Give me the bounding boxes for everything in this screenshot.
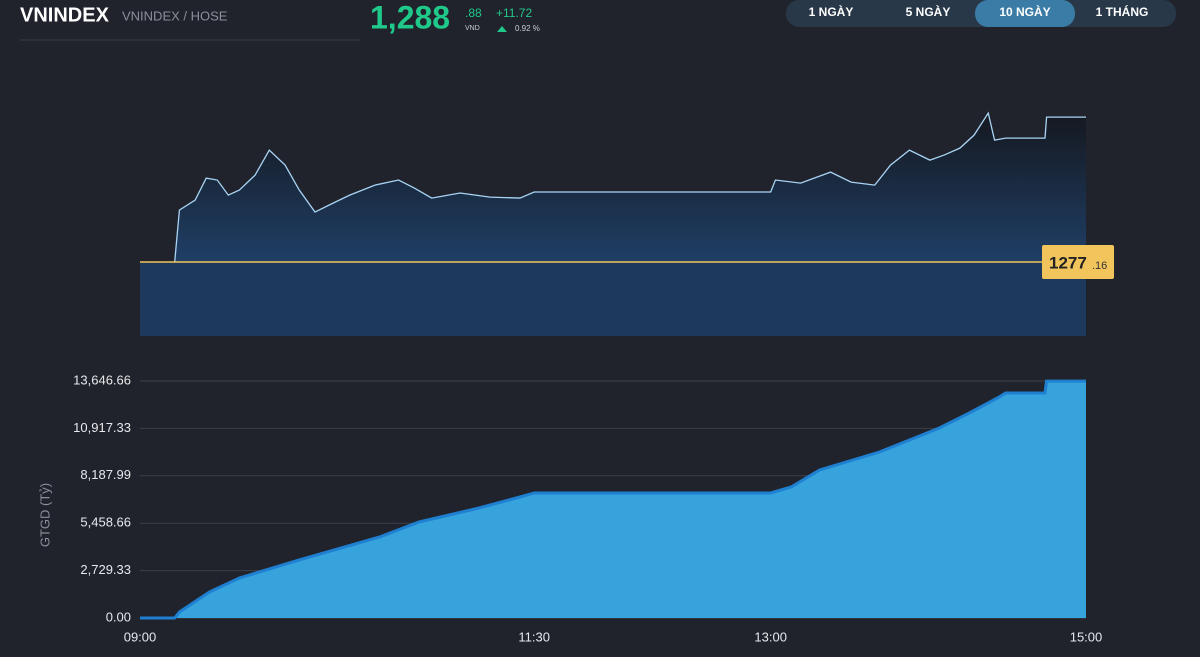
y-tick-label: 2,729.33: [80, 562, 131, 577]
y-tick-label: 10,917.33: [73, 420, 131, 435]
x-tick-label: 13:00: [754, 629, 787, 644]
symbol: VNINDEX: [20, 4, 110, 26]
x-tick-label: 15:00: [1070, 629, 1103, 644]
tabs: 1 NGÀY 5 NGÀY 10 NGÀY 1 THÁNG: [809, 0, 1149, 27]
x-tick-label: 11:30: [518, 629, 550, 644]
price-line: [174, 111, 1086, 263]
x-tick-label: 09:00: [124, 629, 157, 644]
tab[interactable]: 1 THÁNG: [1096, 4, 1149, 19]
up-arrow: [497, 26, 507, 32]
area: [140, 381, 1086, 618]
change: +11.72: [496, 6, 532, 20]
tab[interactable]: 5 NGÀY: [906, 4, 951, 19]
tab-active: [975, 0, 1075, 27]
exchange: VNINDEX / HOSE: [122, 8, 228, 23]
change-percent: 0.92 %: [515, 24, 540, 33]
area-line: [140, 379, 1086, 620]
price: 1,288: [370, 0, 450, 35]
reference-label-decimals: .16: [1092, 260, 1107, 272]
y-tick-label: 13,646.66: [73, 372, 131, 387]
y-axis-label: GTGD (Tỷ): [37, 483, 52, 547]
price-area: [174, 113, 1087, 262]
y-tick-label: 0.00: [106, 609, 131, 624]
reference-label-box: [1042, 245, 1114, 279]
tab[interactable]: 1 NGÀY: [809, 4, 854, 19]
reference-label: 1277: [1049, 253, 1087, 272]
price-decimals: .88: [465, 6, 482, 20]
y-tick-label: 8,187.99: [80, 467, 131, 482]
y-tick-label: 5,458.66: [80, 515, 131, 530]
tab[interactable]: 10 NGÀY: [999, 4, 1050, 19]
currency: VND: [465, 25, 480, 32]
volume-panel: [140, 262, 1086, 336]
